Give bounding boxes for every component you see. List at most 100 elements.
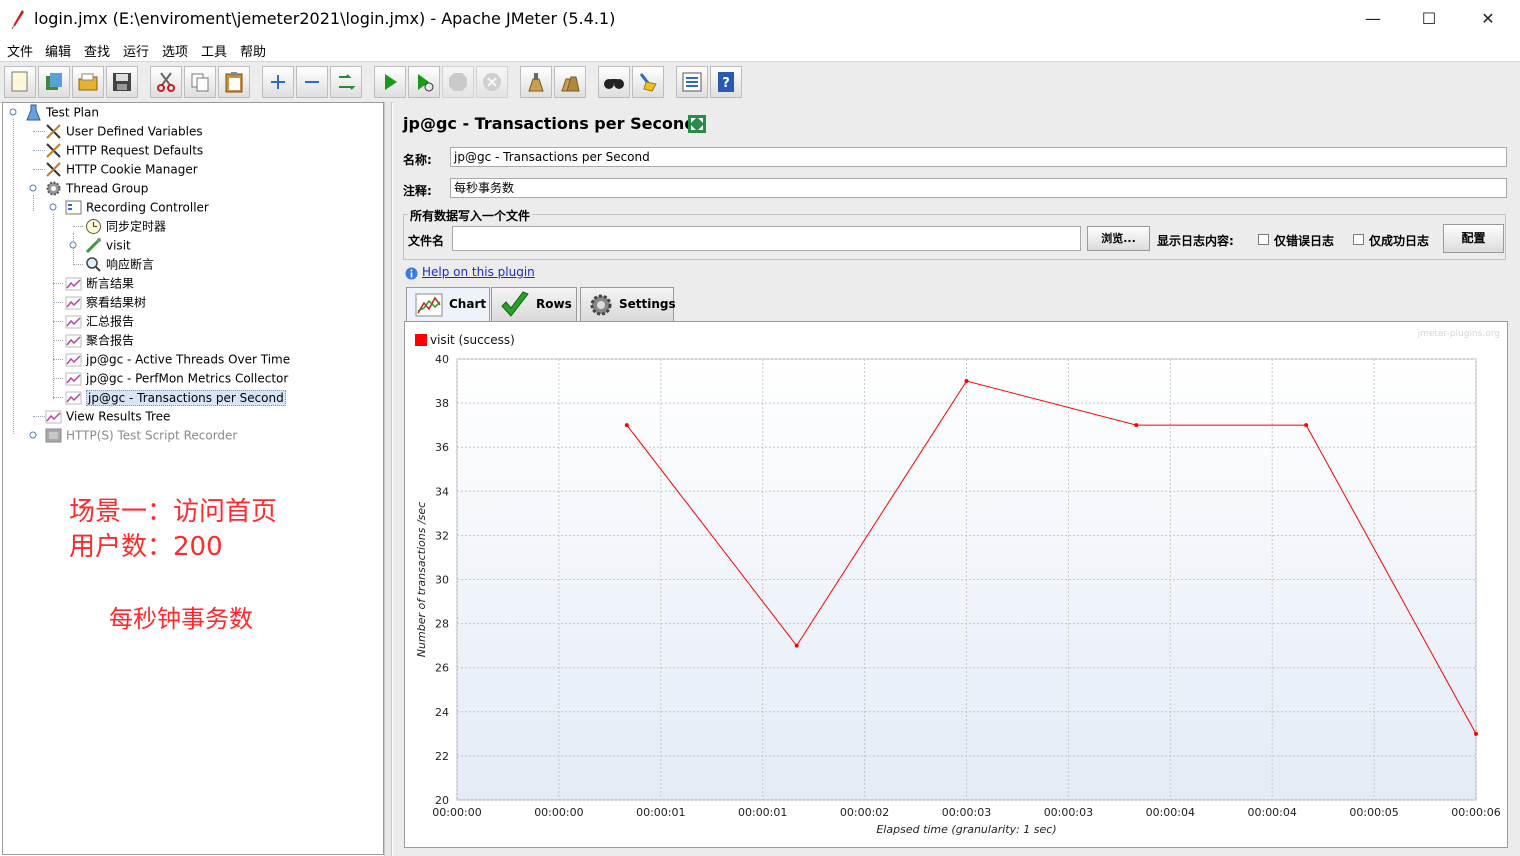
y-tick-label: 22: [435, 750, 449, 763]
gear-icon: [46, 181, 61, 196]
legend-label: visit (success): [430, 333, 515, 347]
magnifier-icon: [86, 257, 101, 272]
tree-item-http-cookie-manager[interactable]: HTTP Cookie Manager: [45, 160, 198, 178]
name-field[interactable]: jp@gc - Transactions per Second: [450, 147, 1507, 167]
tree-toggle-icon[interactable]: [69, 241, 77, 249]
configure-button[interactable]: 配置: [1443, 224, 1504, 253]
split-divider[interactable]: [384, 102, 392, 856]
tab-settings[interactable]: Settings: [580, 287, 676, 321]
maximize-button[interactable]: ☐: [1421, 9, 1437, 28]
close-button[interactable]: ✕: [1481, 9, 1495, 28]
success-only-label: 仅成功日志: [1369, 234, 1430, 248]
x-tick-label: 00:00:03: [942, 806, 991, 819]
tree-item-view-results-tree-cn[interactable]: 察看结果树: [65, 293, 146, 311]
x-tick-label: 00:00:00: [534, 806, 583, 819]
tree-toggle-icon[interactable]: [9, 108, 17, 116]
menu-search[interactable]: 查找: [84, 45, 111, 60]
tree-item-active-threads[interactable]: jp@gc - Active Threads Over Time: [65, 350, 290, 368]
y-tick-label: 20: [435, 794, 449, 807]
menu-file[interactable]: 文件: [7, 45, 34, 60]
tree-item-http-request-defaults[interactable]: HTTP Request Defaults: [45, 141, 203, 159]
cut-icon[interactable]: [150, 66, 182, 98]
listener-graph-icon: [65, 277, 82, 291]
menu-edit[interactable]: 编辑: [45, 45, 72, 60]
templates-icon[interactable]: [38, 66, 70, 98]
save-icon[interactable]: [106, 66, 138, 98]
comment-field[interactable]: 每秒事务数: [450, 178, 1507, 198]
start-icon[interactable]: [374, 66, 406, 98]
test-plan-icon: [26, 104, 41, 121]
y-tick-label: 30: [435, 574, 449, 587]
y-tick-label: 38: [435, 397, 449, 410]
file-section-title: 所有数据写入一个文件: [408, 207, 533, 224]
tab-rows[interactable]: Rows: [491, 287, 577, 321]
errors-only-label: 仅错误日志: [1274, 234, 1335, 248]
info-icon: [405, 267, 418, 280]
filename-field[interactable]: [452, 226, 1081, 251]
config-wrench-icon: [46, 162, 61, 177]
browse-button[interactable]: 浏览...: [1087, 226, 1150, 251]
tree-item-user-defined-variables[interactable]: User Defined Variables: [45, 122, 203, 140]
clear-icon[interactable]: [520, 66, 552, 98]
reset-search-icon[interactable]: [632, 66, 664, 98]
tree-item-script-recorder[interactable]: HTTP(S) Test Script Recorder: [45, 426, 237, 444]
panel-title: jp@gc - Transactions per Second: [403, 114, 696, 133]
menu-run[interactable]: 运行: [123, 45, 150, 60]
menu-tools[interactable]: 工具: [201, 45, 228, 60]
data-point: [794, 643, 799, 648]
search-icon[interactable]: [598, 66, 630, 98]
data-point: [1134, 423, 1139, 428]
jmeter-feather-icon: [11, 10, 24, 29]
y-axis-label: Number of transactions /sec: [415, 502, 428, 657]
tree-item-transactions-per-second[interactable]: jp@gc - Transactions per Second: [65, 388, 286, 406]
y-tick-label: 26: [435, 662, 449, 675]
legend-swatch: [415, 334, 427, 346]
open-icon[interactable]: [72, 66, 104, 98]
copy-icon[interactable]: [184, 66, 216, 98]
tree-item-assertion-results[interactable]: 断言结果: [65, 274, 134, 292]
tree-item-sync-timer[interactable]: 同步定时器: [85, 217, 166, 235]
tree-item-visit[interactable]: visit: [85, 236, 131, 254]
errors-only-checkbox[interactable]: [1258, 234, 1269, 245]
comment-label: 注释:: [403, 184, 432, 198]
success-only-checkbox[interactable]: [1353, 234, 1364, 245]
toggle-icon[interactable]: [330, 66, 362, 98]
tree-item-thread-group[interactable]: Thread Group: [45, 179, 148, 197]
tree-item-recording-controller[interactable]: Recording Controller: [65, 198, 209, 216]
function-helper-icon[interactable]: [676, 66, 708, 98]
tree-item-view-results-tree[interactable]: View Results Tree: [45, 407, 170, 425]
help-plugin-link[interactable]: Help on this plugin: [422, 265, 535, 279]
help-icon[interactable]: ?: [710, 66, 742, 98]
settings-gear-icon: [590, 294, 612, 316]
tree-item-response-assertion[interactable]: 响应断言: [85, 255, 154, 273]
listener-graph-icon: [65, 391, 82, 405]
minimize-button[interactable]: —: [1365, 9, 1381, 28]
timer-icon: [86, 219, 101, 234]
tree-item-aggregate-report[interactable]: 聚合报告: [65, 331, 134, 349]
stop-icon[interactable]: [442, 66, 474, 98]
tree-toggle-icon[interactable]: [49, 203, 57, 211]
x-tick-label: 00:00:04: [1146, 806, 1195, 819]
log-display-label: 显示日志内容:: [1157, 234, 1234, 248]
collapse-all-icon[interactable]: [296, 66, 328, 98]
sampler-pipette-icon: [85, 238, 101, 254]
watermark: jmeter-plugins.org: [1417, 329, 1500, 339]
paste-icon[interactable]: [218, 66, 250, 98]
new-icon[interactable]: [4, 66, 36, 98]
x-axis-label: Elapsed time (granularity: 1 sec): [876, 823, 1056, 836]
shutdown-icon[interactable]: [476, 66, 508, 98]
tree-toggle-icon[interactable]: [29, 431, 37, 439]
tree-item-summary-report[interactable]: 汇总报告: [65, 312, 134, 330]
start-no-pause-icon[interactable]: [408, 66, 440, 98]
clear-all-icon[interactable]: [554, 66, 586, 98]
tree-toggle-icon[interactable]: [29, 184, 37, 192]
tree-item-test-plan[interactable]: Test Plan: [25, 103, 99, 121]
tab-chart[interactable]: Chart: [406, 287, 490, 322]
expand-all-icon[interactable]: [262, 66, 294, 98]
menu-options[interactable]: 选项: [162, 45, 189, 60]
menu-help[interactable]: 帮助: [240, 45, 267, 60]
listener-graph-icon: [65, 372, 82, 386]
maximize-chart-icon[interactable]: [687, 114, 707, 134]
tree-item-perfmon[interactable]: jp@gc - PerfMon Metrics Collector: [65, 369, 288, 387]
test-plan-tree: Test Plan User Defined Variables HTTP Re…: [2, 102, 384, 855]
